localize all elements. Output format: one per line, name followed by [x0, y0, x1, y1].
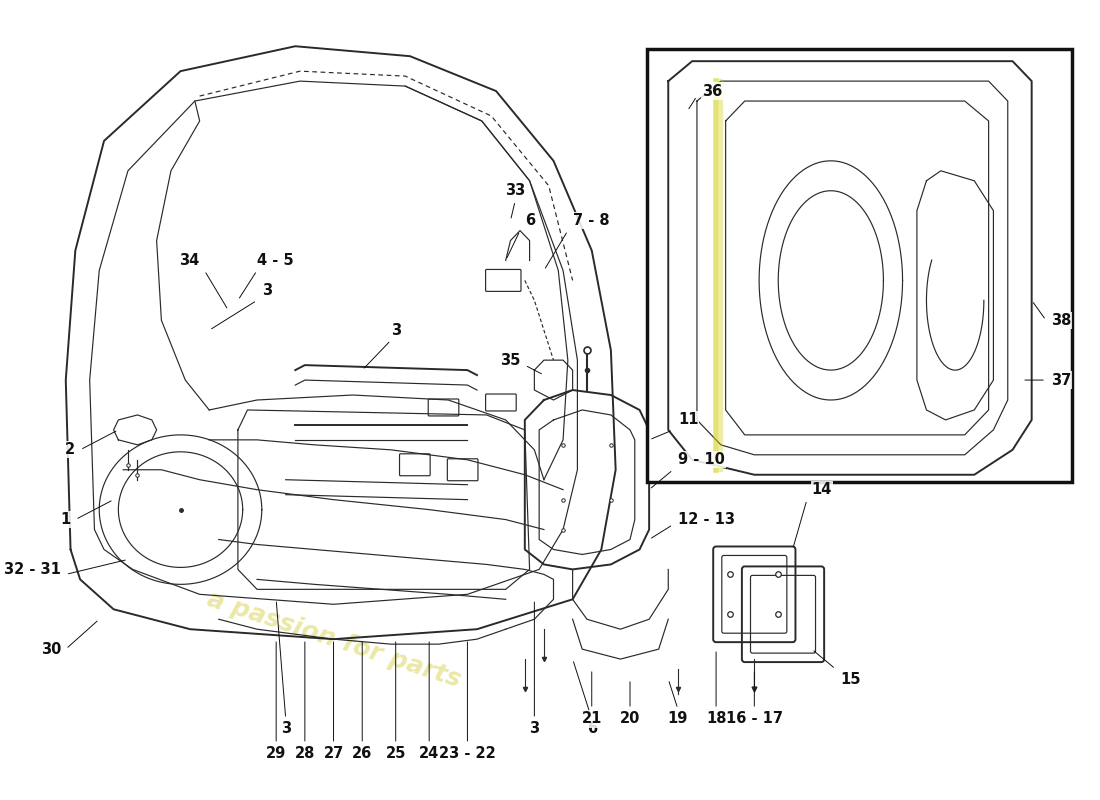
Text: 29: 29 — [266, 746, 286, 762]
Text: 6: 6 — [525, 213, 535, 228]
Text: 1: 1 — [60, 512, 70, 527]
FancyBboxPatch shape — [647, 50, 1071, 482]
Text: 26: 26 — [352, 746, 373, 762]
Text: 33: 33 — [505, 183, 526, 198]
Text: 37: 37 — [1050, 373, 1071, 387]
Text: 20: 20 — [619, 711, 640, 726]
Text: 15: 15 — [840, 671, 861, 686]
Text: 18: 18 — [706, 711, 726, 726]
Text: 25: 25 — [385, 746, 406, 762]
Text: 14: 14 — [812, 482, 832, 497]
Text: 12 - 13: 12 - 13 — [678, 512, 735, 527]
Text: 36: 36 — [702, 83, 722, 98]
Text: 38: 38 — [1050, 313, 1071, 328]
Text: 35: 35 — [499, 353, 520, 368]
Text: 4 - 5: 4 - 5 — [257, 253, 294, 268]
Text: a passion for parts: a passion for parts — [204, 586, 463, 692]
Text: 9 - 10: 9 - 10 — [678, 452, 725, 467]
Text: 27: 27 — [323, 746, 343, 762]
Text: 19: 19 — [668, 711, 688, 726]
Text: 21: 21 — [582, 711, 602, 726]
Text: 2: 2 — [65, 442, 75, 458]
Text: 16 - 17: 16 - 17 — [726, 711, 783, 726]
Text: 3: 3 — [390, 322, 402, 338]
Text: 3: 3 — [262, 283, 272, 298]
Text: 11: 11 — [678, 413, 698, 427]
Text: 30: 30 — [41, 642, 60, 657]
Text: 23 - 22: 23 - 22 — [439, 746, 496, 762]
Text: 3: 3 — [280, 722, 290, 736]
Text: 6: 6 — [586, 722, 597, 736]
Text: 32 - 31: 32 - 31 — [4, 562, 60, 577]
Text: 34: 34 — [179, 253, 200, 268]
Text: 28: 28 — [295, 746, 315, 762]
Text: 3: 3 — [529, 722, 539, 736]
Text: 7 - 8: 7 - 8 — [573, 213, 609, 228]
Text: 24: 24 — [419, 746, 439, 762]
